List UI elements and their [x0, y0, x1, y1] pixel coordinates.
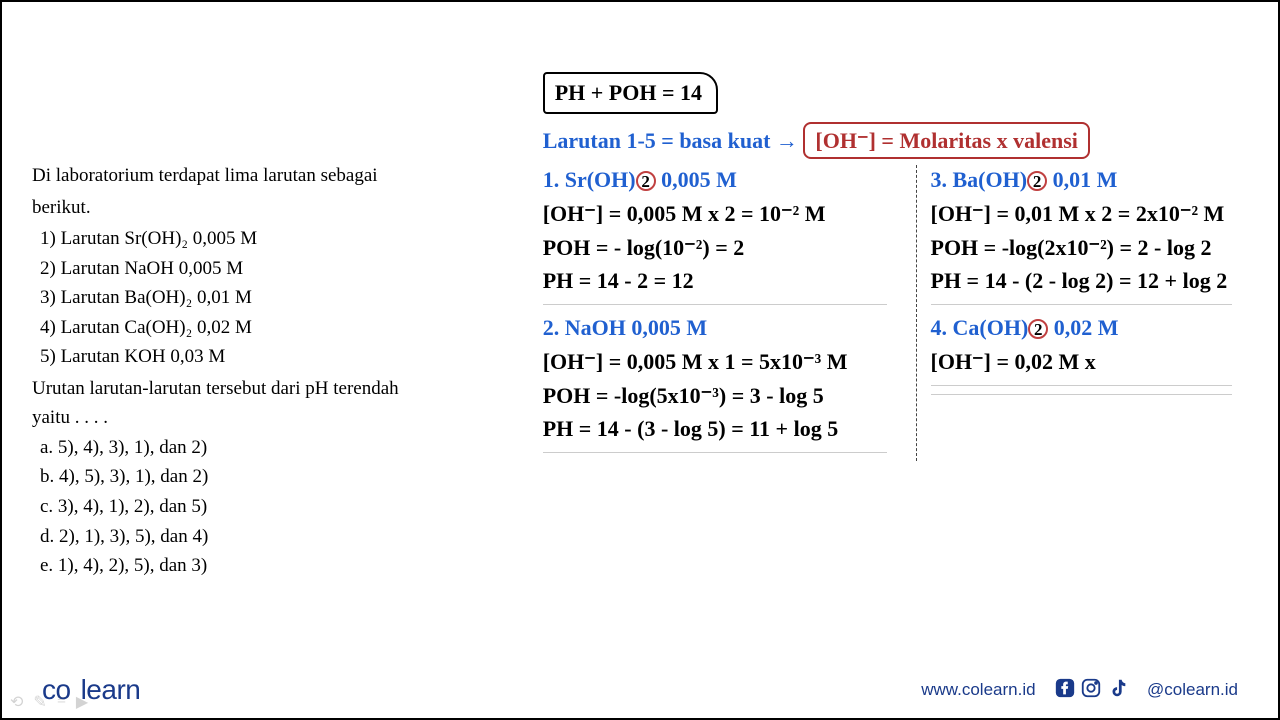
item-5: 5) Larutan KOH 0,03 M: [32, 343, 543, 371]
problem-text: Di laboratorium terdapat lima larutan se…: [32, 32, 543, 642]
rule-3: [931, 304, 1233, 305]
sol2-title: 2. NaOH 0,005 M: [543, 313, 906, 343]
option-c: c. 3), 4), 1), 2), dan 5): [32, 493, 543, 521]
valence-circle-3: 2: [1027, 171, 1047, 191]
social-icons: [1054, 677, 1129, 704]
formula-box: PH + POH = 14: [543, 72, 718, 114]
menu-icon[interactable]: ≡: [57, 692, 66, 712]
handwritten-solution: PH + POH = 14 Larutan 1-5 = basa kuat → …: [543, 32, 1248, 642]
intro-line-2: berikut.: [32, 194, 543, 222]
option-e: e. 1), 4), 2), 5), dan 3): [32, 552, 543, 580]
sol2-line1: [OH⁻] = 0,005 M x 1 = 5x10⁻³ M: [543, 347, 906, 377]
rule-5: [931, 394, 1233, 395]
footer: colearn www.colearn.id @colearn.id: [2, 674, 1278, 706]
item-4: 4) Larutan Ca(OH)₂ 0,02 M: [32, 314, 543, 342]
solution-intro: Larutan 1-5 = basa kuat → [OH⁻] = Molari…: [543, 122, 1248, 160]
intro-blue: Larutan 1-5 = basa kuat →: [543, 128, 798, 153]
sol1-line2: POH = - log(10⁻²) = 2: [543, 233, 906, 263]
sol1-line1: [OH⁻] = 0,005 M x 2 = 10⁻² M: [543, 199, 906, 229]
footer-url: www.colearn.id: [921, 680, 1035, 700]
question-line-2: yaitu . . . .: [32, 404, 543, 432]
instagram-icon: [1080, 677, 1102, 699]
footer-right: www.colearn.id @colearn.id: [921, 677, 1238, 704]
intro-red-box: [OH⁻] = Molaritas x valensi: [803, 122, 1089, 160]
question-line-1: Urutan larutan-larutan tersebut dari pH …: [32, 375, 543, 403]
solution-column-right: 3. Ba(OH)2 0,01 M [OH⁻] = 0,01 M x 2 = 2…: [917, 165, 1248, 461]
edit-icon[interactable]: ✎: [33, 692, 46, 712]
sol3-line2: POH = -log(2x10⁻²) = 2 - log 2: [931, 233, 1248, 263]
intro-line-1: Di laboratorium terdapat lima larutan se…: [32, 162, 543, 190]
item-2: 2) Larutan NaOH 0,005 M: [32, 255, 543, 283]
valence-circle-4: 2: [1028, 319, 1048, 339]
option-a: a. 5), 4), 3), 1), dan 2): [32, 434, 543, 462]
sol2-line2: POH = -log(5x10⁻³) = 3 - log 5: [543, 381, 906, 411]
facebook-icon: [1054, 677, 1076, 699]
item-3: 3) Larutan Ba(OH)₂ 0,01 M: [32, 284, 543, 312]
solution-column-left: 1. Sr(OH)2 0,005 M [OH⁻] = 0,005 M x 2 =…: [543, 165, 917, 461]
sol1-line3: PH = 14 - 2 = 12: [543, 266, 906, 296]
option-d: d. 2), 1), 3), 5), dan 4): [32, 523, 543, 551]
player-controls[interactable]: ⟲ ✎ ≡ ▶: [10, 692, 88, 712]
rule-4: [931, 385, 1233, 386]
option-b: b. 4), 5), 3), 1), dan 2): [32, 463, 543, 491]
sol1-title: 1. Sr(OH)2 0,005 M: [543, 165, 906, 195]
sol2-line3: PH = 14 - (3 - log 5) = 11 + log 5: [543, 414, 906, 444]
footer-handle: @colearn.id: [1147, 680, 1238, 700]
rewind-icon[interactable]: ⟲: [10, 692, 23, 712]
valence-circle-1: 2: [636, 171, 656, 191]
rule-2: [543, 452, 888, 453]
sol4-line1: [OH⁻] = 0,02 M x: [931, 347, 1248, 377]
sol3-title: 3. Ba(OH)2 0,01 M: [931, 165, 1248, 195]
sol3-line3: PH = 14 - (2 - log 2) = 12 + log 2: [931, 266, 1248, 296]
tiktok-icon: [1107, 677, 1129, 699]
rule-1: [543, 304, 888, 305]
sol4-title: 4. Ca(OH)2 0,02 M: [931, 313, 1248, 343]
play-icon[interactable]: ▶: [76, 692, 88, 712]
item-1: 1) Larutan Sr(OH)₂ 0,005 M: [32, 225, 543, 253]
sol3-line1: [OH⁻] = 0,01 M x 2 = 2x10⁻² M: [931, 199, 1248, 229]
